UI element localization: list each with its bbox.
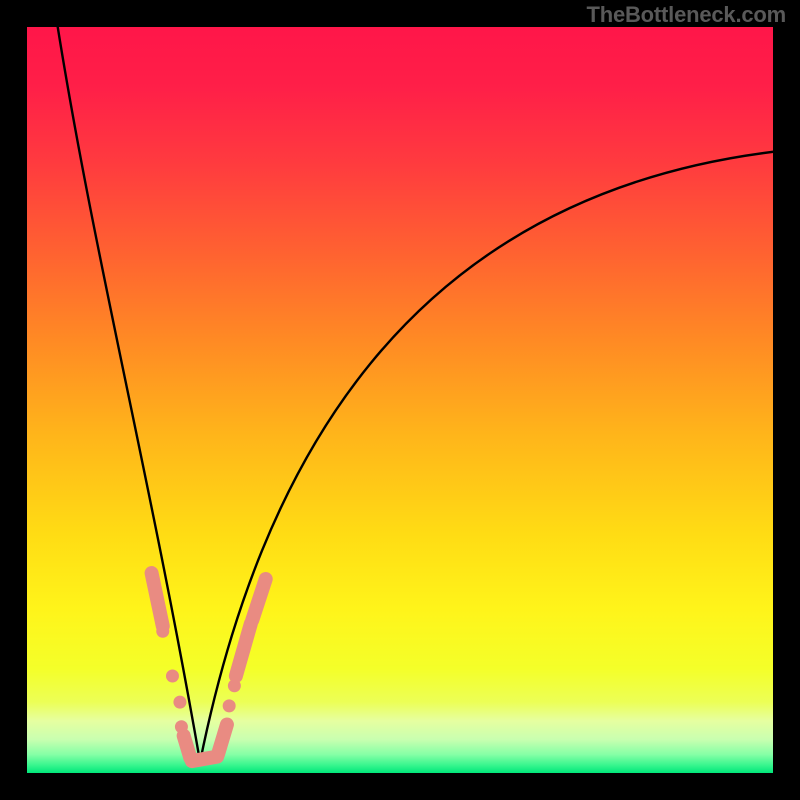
- data-capsule: [218, 725, 227, 755]
- marker-group: [152, 573, 266, 761]
- bottleneck-curve: [55, 12, 788, 762]
- curve-layer: [27, 27, 773, 773]
- data-capsule: [152, 573, 163, 626]
- chart-container: TheBottleneck.com: [0, 0, 800, 800]
- watermark-text: TheBottleneck.com: [586, 2, 786, 28]
- data-point: [223, 699, 236, 712]
- data-capsule: [252, 579, 265, 620]
- data-capsule: [236, 624, 251, 676]
- plot-area: [27, 27, 773, 773]
- data-point: [173, 696, 186, 709]
- data-point: [166, 670, 179, 683]
